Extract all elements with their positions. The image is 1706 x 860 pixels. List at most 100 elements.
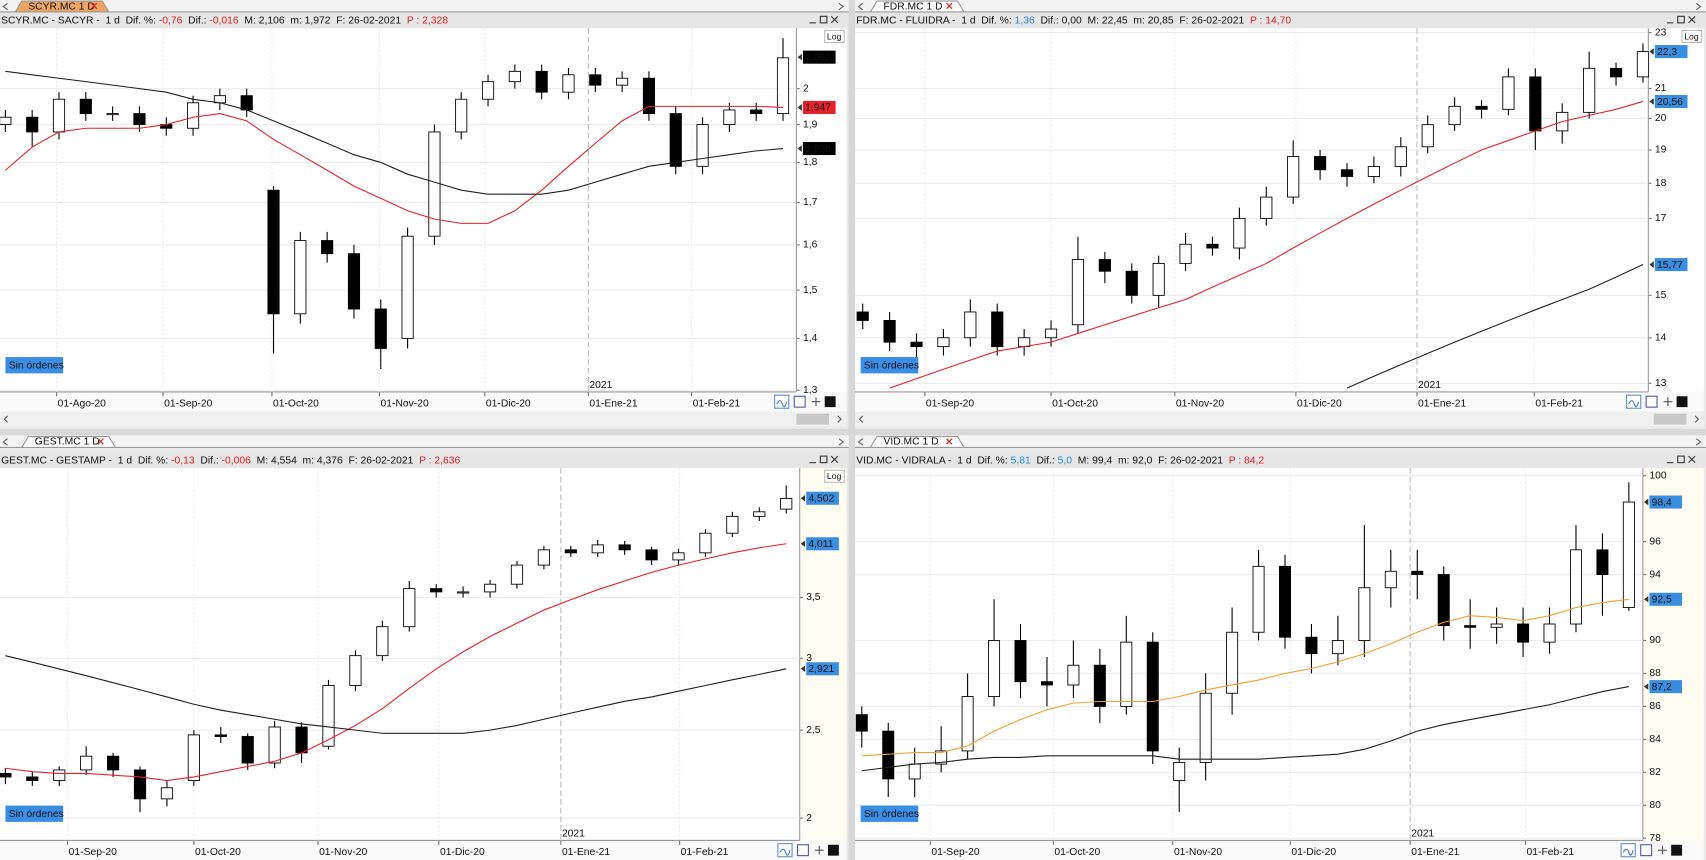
tool-square[interactable] (1676, 396, 1688, 408)
orders-label: Sin órdenes (9, 809, 64, 820)
tool-pin[interactable] (811, 397, 821, 407)
x-tick-label: 01-Nov-20 (381, 399, 429, 410)
orders-label: Sin órdenes (864, 809, 919, 820)
tool-pin[interactable] (814, 845, 824, 855)
price-label-box (1649, 495, 1683, 509)
tool-square[interactable] (827, 844, 839, 856)
tab-scroll-left[interactable] (857, 438, 864, 446)
candle-body (240, 95, 253, 111)
maximize-button[interactable] (1677, 455, 1685, 464)
chart-header (0, 13, 849, 28)
log-toggle-label[interactable]: Log (827, 471, 842, 481)
y-tick-label: 19 (1655, 145, 1667, 156)
maximize-button[interactable] (819, 15, 828, 24)
tool-wave-glyph[interactable] (1622, 848, 1634, 856)
candle-body (241, 736, 254, 764)
tab[interactable] (869, 435, 965, 448)
log-toggle[interactable] (824, 29, 845, 43)
tab-label[interactable]: FDR.MC 1 D (883, 1, 942, 12)
tool-wave-glyph[interactable] (776, 400, 788, 408)
candle-body (562, 74, 575, 93)
tool-save[interactable] (1645, 395, 1658, 408)
tab-close[interactable] (90, 2, 98, 10)
tool-save[interactable] (1640, 844, 1653, 857)
tab-close[interactable] (946, 2, 953, 10)
y-tick-label: 84 (1649, 734, 1661, 745)
scroll-thumb[interactable] (1653, 413, 1687, 425)
candle-body (349, 655, 362, 686)
y-tick-label: 1,8 (803, 157, 818, 168)
candle-body (1252, 565, 1265, 633)
candle-body (753, 511, 766, 517)
candle-body (322, 685, 335, 747)
price-label-box (1654, 45, 1688, 59)
scroll-thumb[interactable] (796, 413, 830, 425)
scroll-left[interactable] (3, 415, 9, 423)
scroll-right[interactable] (1694, 415, 1700, 423)
close-button[interactable] (830, 455, 839, 464)
scrollbar[interactable] (855, 411, 1704, 427)
tool-pin[interactable] (1663, 397, 1673, 407)
header-segment: 5,0 (1058, 455, 1073, 466)
price-label-box (1654, 94, 1688, 109)
close-button[interactable] (1688, 455, 1696, 464)
maximize-button[interactable] (819, 455, 828, 464)
candle-body (1421, 124, 1434, 148)
maximize-button[interactable] (1677, 15, 1685, 24)
tool-square[interactable] (824, 396, 836, 408)
tool-save[interactable] (796, 844, 809, 857)
log-toggle[interactable] (1681, 29, 1703, 43)
log-toggle-label[interactable]: Log (1684, 31, 1699, 41)
tab-close[interactable] (97, 438, 104, 445)
candle-body (1179, 243, 1192, 264)
header-segment: P : 2,328 (407, 15, 448, 26)
tab-scroll-right[interactable] (838, 438, 845, 446)
tab-scroll-right[interactable] (1695, 438, 1702, 446)
candle-body (1609, 67, 1623, 78)
log-toggle[interactable] (824, 469, 845, 483)
candle-body (1622, 501, 1635, 608)
tab[interactable] (14, 0, 110, 13)
chart-header-text: FDR.MC - FLUIDRA - 1 d Dif. %: 1,36 Dif.… (856, 15, 1291, 26)
pane-divider[interactable] (0, 428, 1706, 436)
x-tick-label: 01-Nov-20 (1174, 847, 1222, 858)
price-label: 15,77 (1657, 260, 1683, 271)
tool-wave-glyph[interactable] (779, 848, 791, 856)
price-axis (799, 468, 847, 841)
scrollbar[interactable] (0, 411, 847, 427)
tab-scroll-right[interactable] (838, 2, 845, 11)
tool-square[interactable] (1671, 844, 1683, 856)
tab[interactable] (20, 435, 117, 448)
tool-wave-glyph[interactable] (1628, 400, 1640, 408)
y-tick-label: 94 (1649, 569, 1661, 580)
candle-body (589, 74, 602, 86)
candle-body (1071, 259, 1085, 326)
tool-pin[interactable] (1658, 845, 1667, 855)
x-tick-label: 01-Ene-21 (1411, 847, 1459, 858)
log-toggle-label[interactable]: Log (827, 31, 842, 41)
candle-body (376, 626, 389, 657)
tab-scroll-left[interactable] (857, 2, 864, 11)
tab-label[interactable]: GEST.MC 1 D (35, 437, 100, 448)
plot-area (0, 28, 797, 392)
tab-label[interactable]: SCYR.MC 1 D (28, 1, 95, 12)
x-tick-label: 01-Ene-21 (589, 399, 637, 410)
tab[interactable] (869, 0, 965, 13)
close-button[interactable] (830, 15, 839, 24)
tool-save[interactable] (793, 395, 806, 408)
x-tick-label: 01-Sep-20 (69, 847, 117, 858)
scroll-right[interactable] (837, 415, 842, 423)
moving-average (1346, 264, 1644, 389)
tab-close[interactable] (946, 438, 953, 445)
tab-scroll-right[interactable] (1695, 2, 1702, 11)
candle-body (510, 564, 524, 585)
scroll-left[interactable] (858, 415, 864, 423)
candle-body (403, 588, 416, 628)
candle-body (1583, 67, 1596, 113)
candle-body (618, 544, 631, 551)
close-button[interactable] (1688, 15, 1696, 24)
tab-scroll-left[interactable] (2, 438, 8, 446)
tab-scroll-left[interactable] (2, 2, 8, 11)
tab-label[interactable]: VID.MC 1 D (883, 437, 938, 448)
candle-body (347, 253, 361, 310)
